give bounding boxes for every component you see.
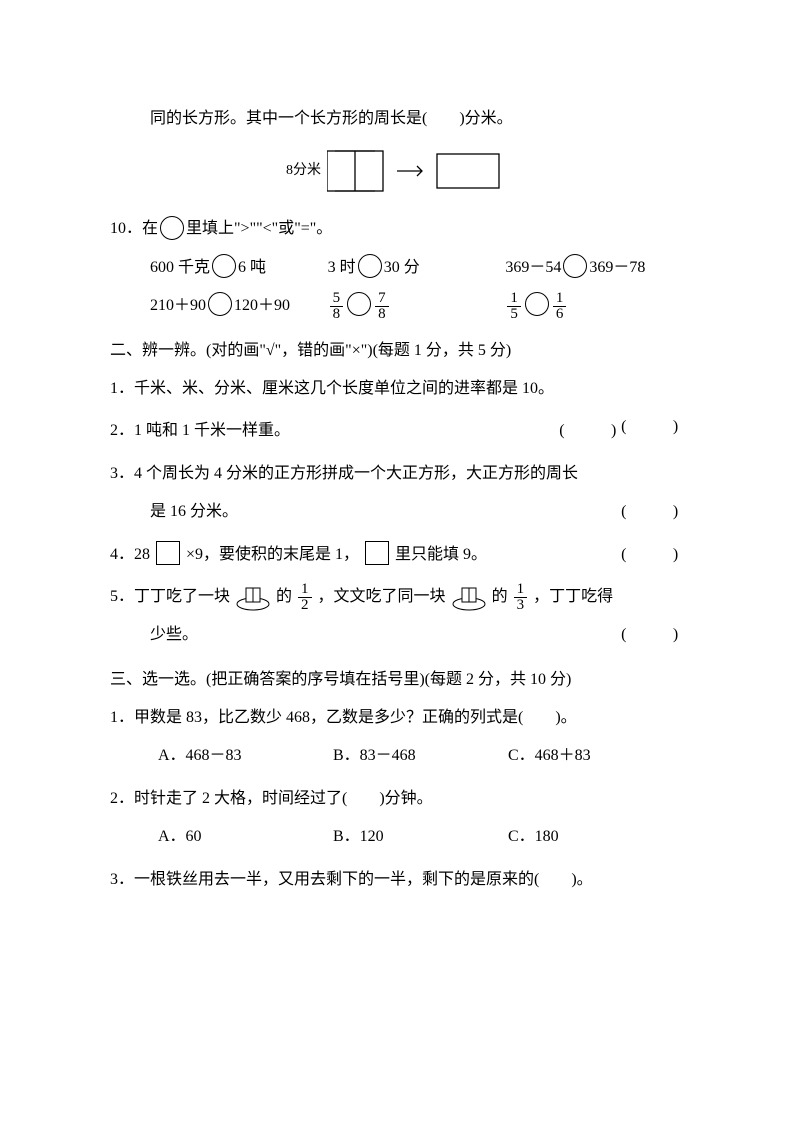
blank-circle-icon [160, 216, 184, 240]
qtext: 丁丁吃了一块 [134, 588, 230, 605]
qnum: 2． [110, 790, 134, 807]
q10-row1: 600 千克 6 吨 3 时 30 分 369－54 369－78 [110, 249, 683, 287]
cut-diagram [327, 146, 507, 196]
option-a: A．468－83 [158, 737, 333, 775]
qnum: 2． [110, 422, 134, 439]
expr: 6 吨 [238, 249, 266, 287]
qtext: 4 个周长为 4 分米的正方形拼成一个大正方形，大正方形的周长 [134, 465, 578, 482]
s2-q3: 3．4 个周长为 4 分米的正方形拼成一个大正方形，大正方形的周长 是 16 分… [110, 455, 683, 532]
blank-box-icon [156, 541, 180, 565]
answer-paren: ( ) [621, 408, 683, 446]
fraction: 16 [553, 291, 567, 322]
blank-circle-icon [212, 254, 236, 278]
expr: 210＋90 [150, 287, 206, 325]
fraction: 15 [507, 291, 521, 322]
s3-q3: 3．一根铁丝用去一半，又用去剩下的一半，剩下的是原来的( )。 [110, 861, 683, 899]
qtext: 一根铁丝用去一半，又用去剩下的一半，剩下的是原来的( )。 [134, 871, 593, 888]
expr: 600 千克 [150, 249, 210, 287]
expr: 120＋90 [234, 287, 290, 325]
answer-paren: ( ) [621, 493, 683, 531]
qtext: 千米、米、分米、厘米这几个长度单位之间的进率都是 10。 [134, 380, 554, 397]
option-c: C．468＋83 [508, 737, 683, 775]
q9-text: 同的长方形。其中一个长方形的周长是( )分米。 [150, 110, 513, 127]
cake-icon [234, 582, 272, 612]
s2-q2: 2．1 吨和 1 千米一样重。 ( ) [110, 412, 683, 450]
s3-q2: 2．时针走了 2 大格，时间经过了( )分钟。 A．60 B．120 C．180 [110, 780, 683, 857]
s3-q1: 1．甲数是 83，比乙数少 468，乙数是多少？正确的列式是( )。 A．468… [110, 699, 683, 776]
expr: 369－78 [589, 249, 645, 287]
expr: 369－54 [505, 249, 561, 287]
answer-paren: ( ) [559, 412, 621, 450]
expr: 3 时 [328, 249, 356, 287]
qtext: 的 [492, 588, 508, 605]
fraction: 12 [298, 582, 312, 613]
s2-q5: 5．丁丁吃了一块 的 12 ，文文吃了同一块 的 13 ，丁丁吃得 少些。 ( … [110, 578, 683, 655]
q9-diagram: 8分米 [110, 146, 683, 196]
expr: 30 分 [384, 249, 420, 287]
fraction: 58 [330, 291, 344, 322]
qtext: 1 吨和 1 千米一样重。 [134, 422, 290, 439]
q10-suffix: 里填上">""<"或"="。 [186, 210, 332, 248]
q9-continuation: 同的长方形。其中一个长方形的周长是( )分米。 [110, 100, 683, 138]
blank-circle-icon [347, 292, 371, 316]
blank-box-icon [365, 541, 389, 565]
qnum: 3． [110, 465, 134, 482]
option-b: B．83－468 [333, 737, 508, 775]
qnum: 4． [110, 546, 134, 563]
worksheet-page: 同的长方形。其中一个长方形的周长是( )分米。 8分米 10．在 里填上">""… [0, 0, 793, 1122]
qtext: 的 [276, 588, 292, 605]
section-2-title: 二、辨一辨。(对的画"√"，错的画"×")(每题 1 分，共 5 分) [110, 332, 683, 370]
q10-prefix: 10．在 [110, 210, 158, 248]
fraction: 13 [514, 582, 528, 613]
cake-icon [450, 582, 488, 612]
blank-circle-icon [525, 292, 549, 316]
diagram-label: 8分米 [286, 164, 321, 178]
blank-circle-icon [563, 254, 587, 278]
fraction: 78 [375, 291, 389, 322]
qtext: 时针走了 2 大格，时间经过了( )分钟。 [134, 790, 433, 807]
option-b: B．120 [333, 818, 508, 856]
answer-paren: ( ) [621, 536, 683, 574]
option-c: C．180 [508, 818, 683, 856]
qnum: 1． [110, 380, 134, 397]
blank-circle-icon [358, 254, 382, 278]
section-3-title: 三、选一选。(把正确答案的序号填在括号里)(每题 2 分，共 10 分) [110, 661, 683, 699]
qtext: 里只能填 9。 [395, 546, 487, 563]
q10: 10．在 里填上">""<"或"="。 600 千克 6 吨 3 时 30 分 … [110, 210, 683, 325]
answer-paren: ( ) [621, 616, 683, 654]
qtext: ，丁丁吃得 [533, 588, 613, 605]
s2-q4: 4．28 ×9，要使积的末尾是 1， 里只能填 9。 ( ) [110, 536, 683, 574]
s2-q1: 1．千米、米、分米、厘米这几个长度单位之间的进率都是 10。 ( ) [110, 370, 683, 408]
qtext: ，文文吃了同一块 [318, 588, 446, 605]
qtext: 少些。 [150, 626, 198, 643]
option-a: A．60 [158, 818, 333, 856]
qtext: 甲数是 83，比乙数少 468，乙数是多少？正确的列式是( )。 [134, 709, 577, 726]
qnum: 5． [110, 588, 134, 605]
options-row: A．468－83 B．83－468 C．468＋83 [110, 737, 683, 775]
qtext: 是 16 分米。 [150, 503, 238, 520]
qtext: 28 [134, 546, 150, 563]
qtext: ×9，要使积的末尾是 1， [186, 546, 359, 563]
qnum: 1． [110, 709, 134, 726]
options-row: A．60 B．120 C．180 [110, 818, 683, 856]
q10-row2: 210＋90 120＋90 58 78 15 16 [110, 287, 683, 325]
blank-circle-icon [208, 292, 232, 316]
qnum: 3． [110, 871, 134, 888]
